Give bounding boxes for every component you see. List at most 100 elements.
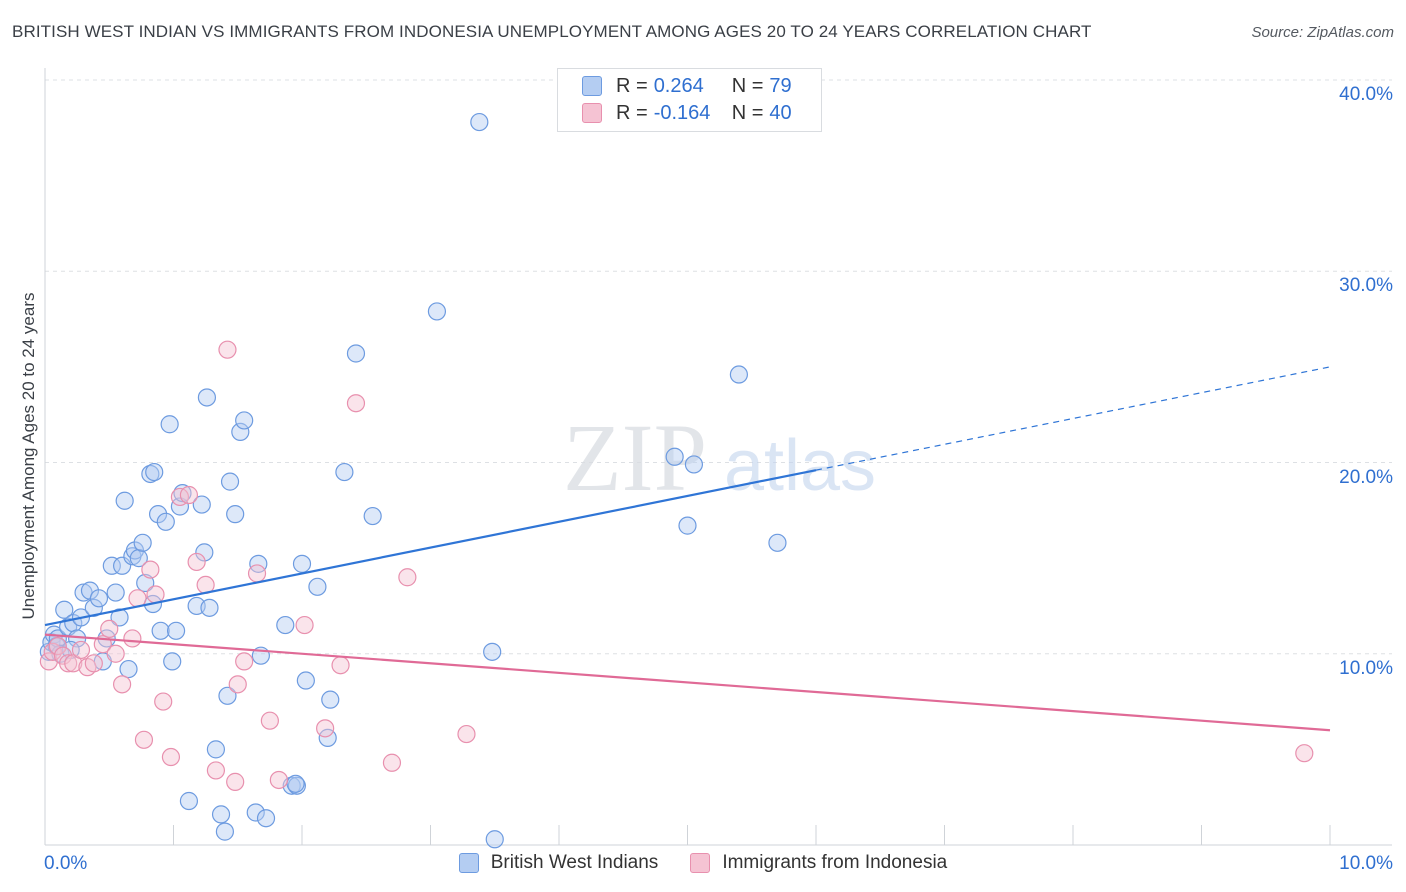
data-point-british-west-indians	[151, 621, 170, 640]
data-point-british-west-indians	[346, 344, 366, 363]
series-legend: British West Indians Immigrants from Ind…	[0, 852, 1406, 874]
n-value-blue: 79	[769, 74, 792, 97]
data-point-immigrants-from-indonesia	[331, 656, 350, 675]
data-point-immigrants-from-indonesia	[316, 719, 335, 738]
legend-swatch-pink	[582, 103, 602, 123]
data-point-immigrants-from-indonesia	[269, 770, 288, 790]
watermark-atlas: atlas	[724, 426, 876, 506]
data-point-british-west-indians	[156, 512, 175, 531]
data-point-immigrants-from-indonesia	[247, 564, 267, 583]
data-point-british-west-indians	[427, 302, 447, 321]
data-point-immigrants-from-indonesia	[146, 585, 165, 604]
points-layer	[39, 112, 1314, 849]
trend-line-immigrants-from-indonesia	[44, 633, 1331, 732]
data-point-british-west-indians	[226, 505, 245, 524]
data-point-british-west-indians	[133, 533, 152, 552]
data-point-british-west-indians	[148, 505, 168, 524]
n-value-pink: 40	[769, 101, 792, 124]
data-point-immigrants-from-indonesia	[1295, 744, 1314, 763]
data-point-british-west-indians	[485, 830, 504, 849]
data-point-immigrants-from-indonesia	[187, 552, 206, 572]
data-point-british-west-indians	[483, 642, 502, 661]
legend-item-immigrants-from-indonesia[interactable]: Immigrants from Indonesia	[690, 852, 947, 874]
data-point-british-west-indians	[197, 388, 217, 407]
data-point-british-west-indians	[215, 822, 234, 841]
y-tick-label: 30.0%	[1339, 275, 1393, 297]
legend-label: British West Indians	[490, 852, 659, 873]
data-point-british-west-indians	[220, 472, 240, 491]
legend-swatch-pink	[690, 853, 711, 873]
data-point-british-west-indians	[246, 803, 265, 822]
data-point-immigrants-from-indonesia	[228, 675, 247, 694]
stats-legend-row-pink: R = -0.164 N = 40	[582, 100, 792, 126]
data-point-british-west-indians	[200, 598, 219, 617]
data-point-british-west-indians	[684, 455, 704, 474]
data-point-british-west-indians	[470, 112, 489, 132]
data-point-british-west-indians	[363, 506, 382, 526]
data-point-british-west-indians	[308, 577, 327, 596]
data-point-immigrants-from-indonesia	[84, 654, 103, 673]
data-point-british-west-indians	[102, 556, 121, 575]
data-point-british-west-indians	[145, 462, 164, 482]
axis-layer	[44, 68, 1392, 846]
data-point-british-west-indians	[276, 615, 295, 635]
data-point-british-west-indians	[166, 621, 186, 640]
watermark: ZIP atlas	[563, 404, 876, 511]
data-point-immigrants-from-indonesia	[112, 675, 132, 694]
data-point-immigrants-from-indonesia	[123, 629, 142, 648]
data-point-british-west-indians	[192, 495, 211, 514]
n-label: N =	[731, 74, 764, 97]
stats-legend: R = 0.264 N = 79 R = -0.164 N = 40	[557, 68, 822, 132]
data-point-immigrants-from-indonesia	[295, 615, 314, 635]
data-point-british-west-indians	[678, 516, 697, 535]
trend-line-british-west-indians	[44, 469, 817, 627]
trend-line-extension-british-west-indians	[815, 366, 1331, 471]
data-point-british-west-indians	[231, 422, 250, 441]
data-point-british-west-indians	[106, 583, 125, 602]
legend-item-british-west-indians[interactable]: British West Indians	[458, 852, 659, 874]
y-tick-label: 40.0%	[1339, 84, 1393, 105]
r-label: R =	[616, 74, 648, 97]
x-tick-label: 10.0%	[1339, 853, 1393, 874]
data-point-immigrants-from-indonesia	[170, 487, 190, 507]
data-point-immigrants-from-indonesia	[179, 485, 199, 505]
grid-layer	[45, 79, 1392, 655]
data-point-british-west-indians	[235, 411, 254, 430]
data-point-immigrants-from-indonesia	[457, 724, 476, 744]
watermark-zip: ZIP	[563, 404, 707, 511]
data-point-british-west-indians	[256, 809, 276, 828]
data-point-british-west-indians	[665, 447, 684, 466]
data-point-british-west-indians	[296, 671, 315, 690]
r-value-blue: 0.264	[653, 74, 704, 97]
data-point-immigrants-from-indonesia	[71, 640, 91, 660]
data-point-british-west-indians	[768, 533, 787, 552]
data-point-british-west-indians	[335, 462, 354, 482]
data-point-immigrants-from-indonesia	[398, 568, 417, 587]
data-point-immigrants-from-indonesia	[161, 747, 181, 767]
data-point-british-west-indians	[218, 686, 237, 705]
data-point-british-west-indians	[321, 690, 340, 709]
data-point-immigrants-from-indonesia	[382, 753, 402, 772]
r-label: R =	[616, 101, 648, 124]
n-label: N =	[731, 101, 764, 124]
data-point-immigrants-from-indonesia	[226, 772, 245, 791]
x-tick-label: 0.0%	[44, 853, 88, 874]
data-point-british-west-indians	[249, 554, 268, 573]
data-point-british-west-indians	[179, 791, 199, 811]
chart-title: BRITISH WEST INDIAN VS IMMIGRANTS FROM I…	[12, 22, 1092, 41]
legend-label: Immigrants from Indonesia	[722, 852, 948, 873]
data-point-british-west-indians	[136, 573, 155, 593]
data-point-british-west-indians	[110, 608, 129, 627]
trend-layer	[44, 366, 1331, 732]
data-point-immigrants-from-indonesia	[141, 560, 160, 579]
data-point-immigrants-from-indonesia	[260, 711, 279, 730]
data-point-british-west-indians	[55, 600, 74, 619]
data-point-british-west-indians	[129, 549, 148, 568]
data-point-immigrants-from-indonesia	[134, 730, 154, 749]
data-point-immigrants-from-indonesia	[218, 340, 237, 359]
data-point-british-west-indians	[292, 554, 312, 573]
y-tick-label: 10.0%	[1339, 657, 1393, 679]
data-point-immigrants-from-indonesia	[206, 761, 226, 780]
data-point-british-west-indians	[119, 659, 138, 679]
data-point-immigrants-from-indonesia	[64, 654, 83, 673]
